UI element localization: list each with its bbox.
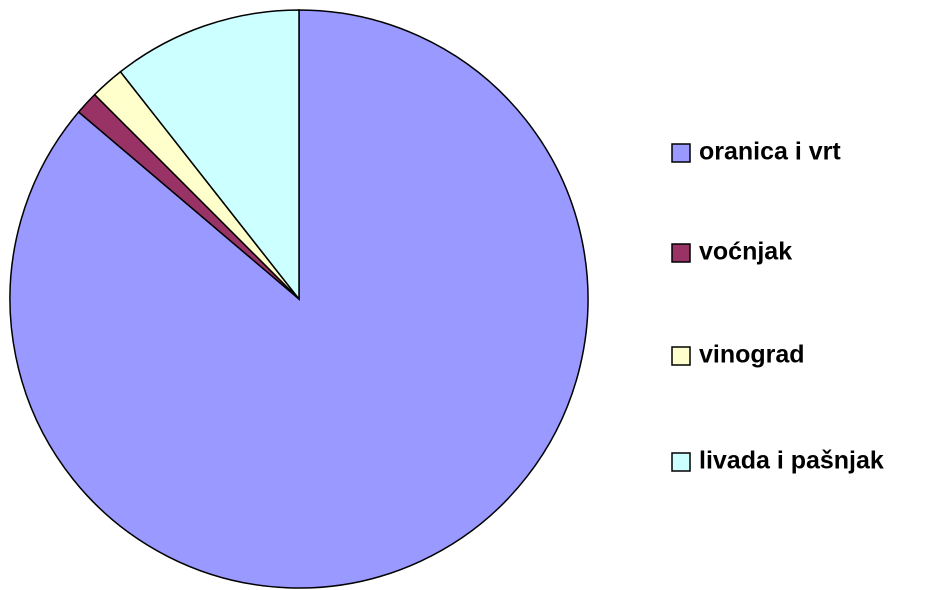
legend-label: oranica i vrt — [699, 138, 841, 166]
legend-label: voćnjak — [699, 238, 792, 266]
legend-swatch — [671, 143, 691, 163]
legend-swatch — [671, 346, 691, 366]
legend-label: livada i pašnjak — [699, 447, 884, 475]
pie-slice — [119, 9, 300, 302]
legend-swatch — [671, 452, 691, 472]
legend-swatch — [671, 243, 691, 263]
legend-label: vinograd — [699, 341, 805, 369]
